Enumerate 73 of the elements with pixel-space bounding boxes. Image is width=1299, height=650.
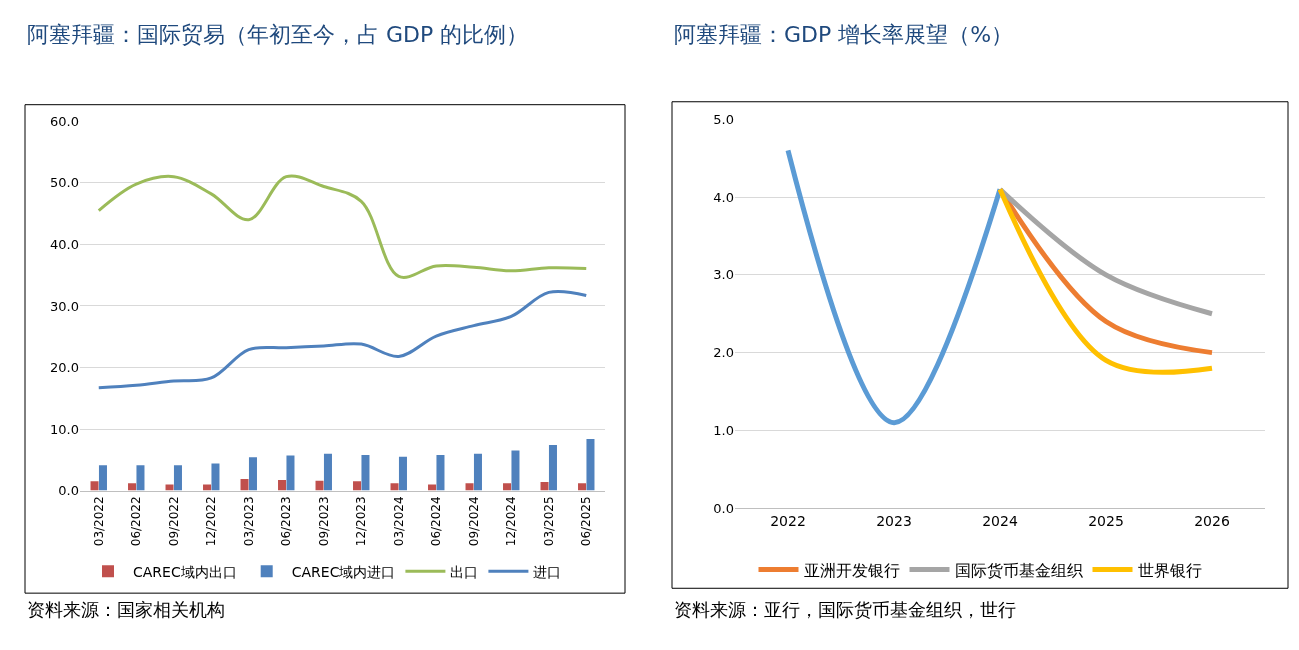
x-tick-label: 03/2024 xyxy=(391,496,406,547)
y-tick-label: 10.0 xyxy=(50,421,79,437)
y-tick-label: 5.0 xyxy=(713,111,734,127)
y-tick-label: 30.0 xyxy=(50,298,79,314)
bar xyxy=(286,455,295,491)
bar xyxy=(211,463,220,491)
y-tick-label: 20.0 xyxy=(50,360,79,376)
x-tick-label: 06/2024 xyxy=(429,496,444,547)
text: 资料来源：亚行，国际货币基金组织，世行 xyxy=(674,599,1016,620)
x-tick-label: 2024 xyxy=(982,512,1018,529)
bar xyxy=(323,453,332,491)
legend-label: CAREC域内进口 xyxy=(291,563,396,580)
bar xyxy=(548,445,557,491)
bar xyxy=(436,454,445,491)
chart-title: 阿塞拜疆：国际贸易（年初至今，占 GDP 的比例） xyxy=(27,22,529,47)
bar xyxy=(203,484,212,491)
text: 资料来源：国家相关机构 xyxy=(27,599,225,620)
bar xyxy=(278,480,287,491)
bar xyxy=(540,481,549,491)
bar xyxy=(353,481,362,491)
bar xyxy=(390,483,399,491)
x-tick-label: 12/2024 xyxy=(504,496,519,547)
x-tick-label: 03/2022 xyxy=(91,496,106,547)
chart-title: 阿塞拜疆：GDP 增长率展望（%） xyxy=(674,22,1014,47)
bar xyxy=(165,484,174,491)
y-tick-label: 0.0 xyxy=(713,500,734,516)
bar xyxy=(248,457,257,491)
x-tick-label: 2026 xyxy=(1194,512,1230,529)
x-tick-label: 09/2024 xyxy=(466,496,481,547)
legend-label: 国际货币基金组织 xyxy=(954,560,1083,580)
x-tick-label: 03/2025 xyxy=(541,496,556,547)
x-tick-label: 03/2023 xyxy=(241,496,256,547)
x-tick-label: 2023 xyxy=(876,512,912,529)
bar xyxy=(586,438,595,491)
bar xyxy=(240,478,249,491)
y-tick-label: 0.0 xyxy=(58,483,79,499)
legend-label: 进口 xyxy=(533,563,562,580)
y-tick-label: 40.0 xyxy=(50,236,79,252)
line-series xyxy=(97,174,588,279)
bar xyxy=(428,484,437,491)
bar xyxy=(465,483,474,491)
y-tick-label: 3.0 xyxy=(713,267,734,283)
line-series xyxy=(97,289,588,390)
bar xyxy=(173,465,182,491)
x-tick-label: 12/2023 xyxy=(354,496,369,547)
bar xyxy=(503,483,512,491)
y-tick-label: 2.0 xyxy=(713,345,734,361)
x-tick-label: 09/2023 xyxy=(316,496,331,547)
y-tick-label: 1.0 xyxy=(713,422,734,438)
bar xyxy=(578,483,587,491)
bar xyxy=(473,453,482,491)
legend-label: CAREC域内出口 xyxy=(133,563,237,580)
x-tick-label: 12/2022 xyxy=(204,496,219,547)
legend-label: 亚洲开发银行 xyxy=(803,560,900,580)
bar xyxy=(128,483,137,491)
bar xyxy=(361,454,370,491)
bar xyxy=(98,465,107,491)
y-tick-label: 50.0 xyxy=(50,175,79,191)
x-tick-label: 06/2025 xyxy=(579,496,594,547)
bar xyxy=(398,456,407,491)
legend-label: 出口 xyxy=(450,563,479,580)
bar xyxy=(511,450,520,491)
legend-label: 世界银行 xyxy=(1137,560,1202,580)
y-tick-label: 4.0 xyxy=(713,189,734,205)
bar xyxy=(136,465,145,491)
x-tick-label: 09/2022 xyxy=(166,496,181,547)
bar xyxy=(90,481,99,491)
x-tick-label: 2022 xyxy=(770,512,806,529)
x-tick-label: 06/2023 xyxy=(279,496,294,547)
x-tick-label: 06/2022 xyxy=(129,496,144,547)
x-tick-label: 2025 xyxy=(1088,512,1124,529)
y-tick-label: 60.0 xyxy=(50,113,79,129)
bar xyxy=(315,480,324,491)
